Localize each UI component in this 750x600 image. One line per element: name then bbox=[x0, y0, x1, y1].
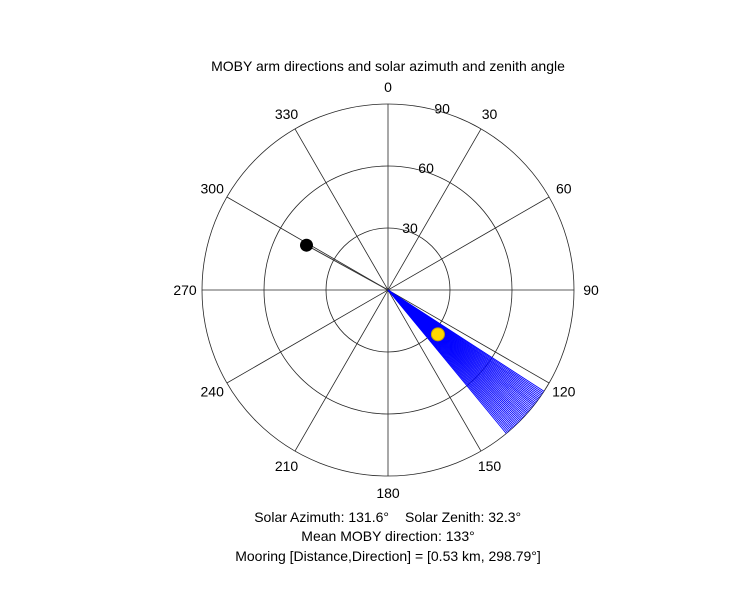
r-tick-60: 60 bbox=[418, 160, 434, 176]
arm-line bbox=[387, 289, 507, 434]
theta-tick-90: 90 bbox=[583, 282, 599, 298]
sun-marker bbox=[430, 327, 445, 342]
theta-tick-210: 210 bbox=[275, 458, 299, 474]
r-tick-labels: 30 60 90 bbox=[402, 100, 450, 236]
theta-tick-0: 0 bbox=[384, 79, 392, 95]
theta-tick-330: 330 bbox=[275, 106, 299, 122]
theta-tick-labels: 0 30 60 90 120 150 180 210 240 270 300 330 bbox=[173, 79, 599, 501]
r-tick-30: 30 bbox=[402, 220, 418, 236]
caption-solar-azimuth: Solar Azimuth: 131.6° bbox=[254, 509, 389, 525]
theta-tick-180: 180 bbox=[376, 485, 400, 501]
theta-tick-120: 120 bbox=[552, 384, 576, 400]
theta-tick-60: 60 bbox=[556, 181, 572, 197]
caption-mean-moby-direction: Mean MOBY direction: 133° bbox=[301, 528, 474, 544]
theta-tick-300: 300 bbox=[201, 181, 225, 197]
theta-tick-240: 240 bbox=[201, 384, 225, 400]
chart-title: MOBY arm directions and solar azimuth an… bbox=[211, 58, 565, 74]
mooring-marker bbox=[299, 238, 313, 252]
moby-arm-lines bbox=[387, 289, 545, 434]
markers bbox=[299, 238, 445, 342]
theta-tick-270: 270 bbox=[173, 282, 197, 298]
theta-tick-30: 30 bbox=[482, 106, 498, 122]
caption-mooring: Mooring [Distance,Direction] = [0.53 km,… bbox=[235, 548, 541, 564]
r-tick-90: 90 bbox=[434, 100, 450, 116]
theta-tick-150: 150 bbox=[478, 458, 502, 474]
mooring-line bbox=[306, 244, 389, 291]
caption-solar-zenith: Solar Zenith: 32.3° bbox=[405, 509, 521, 525]
